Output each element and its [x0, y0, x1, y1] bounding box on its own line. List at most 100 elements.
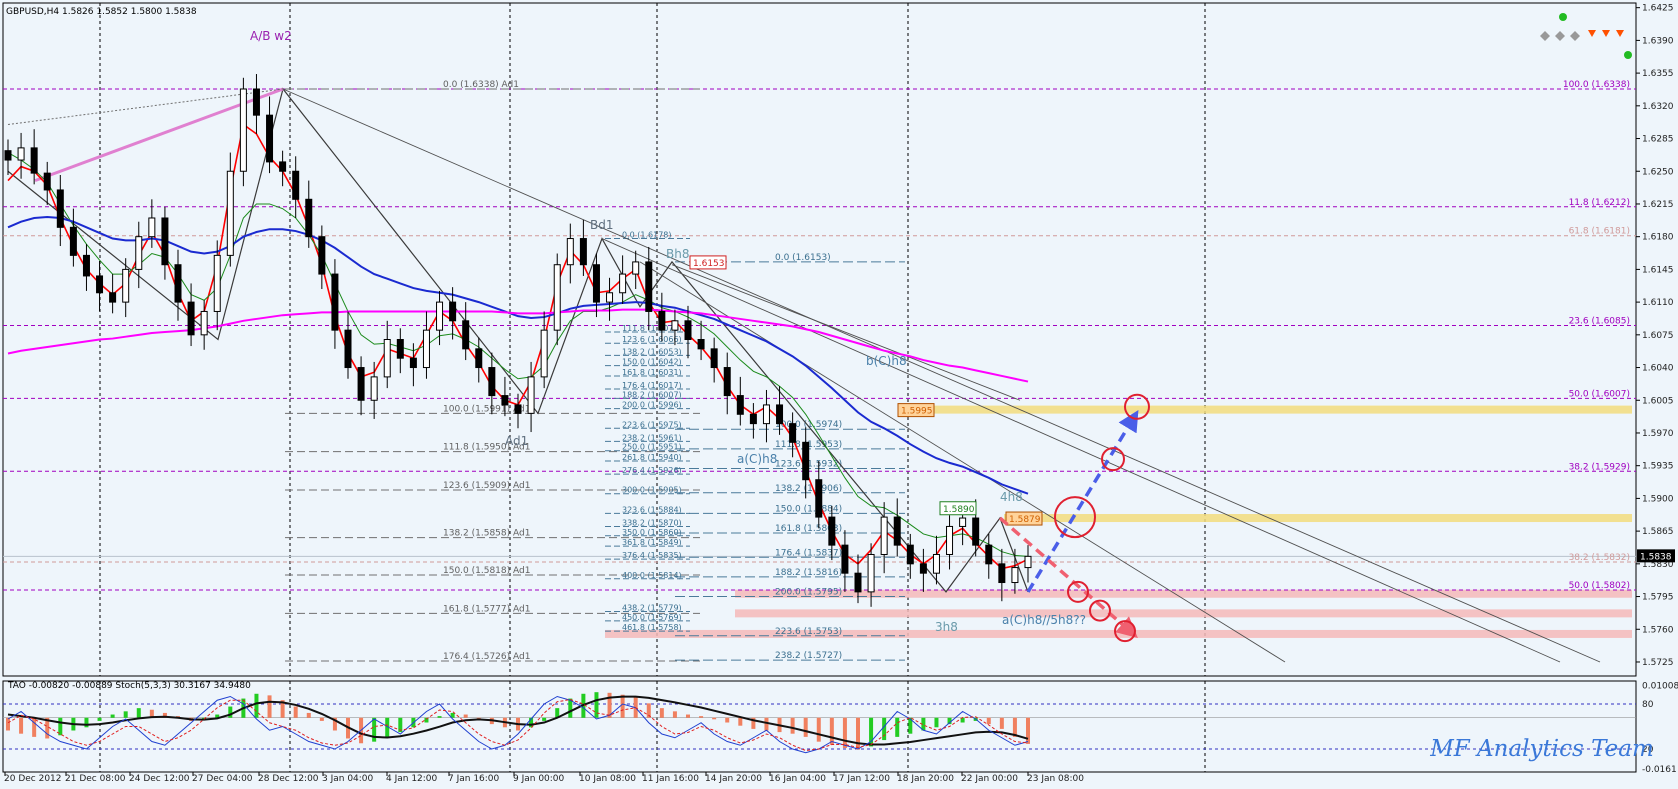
fib-bh8-label: 238.2 (1.5727): [775, 651, 842, 661]
price-tag-label: 1.5995: [901, 407, 933, 417]
osc-histogram-bar: [725, 717, 730, 723]
osc-histogram-bar: [424, 717, 429, 723]
fib-ad1-label: 150.0 (1.5818) Ad1: [443, 566, 530, 576]
price-tick-label: 1.6215: [1642, 200, 1674, 210]
price-tick-label: 1.5970: [1642, 429, 1674, 439]
candle-body: [4, 150, 12, 161]
osc-histogram-bar: [45, 717, 50, 739]
time-tick-label: 9 Jan 00:00: [513, 774, 565, 784]
osc-histogram-bar: [450, 712, 455, 718]
osc-histogram-bar: [267, 695, 272, 718]
fib-mid-label: 461.8 (1.5758): [622, 623, 682, 632]
fib-bh8-label: 188.2 (1.5816): [775, 568, 842, 578]
price-tick-label: 1.5900: [1642, 494, 1674, 504]
time-tick-label: 3 Jan 04:00: [322, 774, 374, 784]
fib-level-label: 50.0 (1.6007): [1569, 389, 1630, 399]
moving-average-2: [7, 216, 1029, 495]
osc-histogram-bar: [529, 717, 534, 728]
candle-body: [56, 189, 64, 228]
highlight-band: [1004, 514, 1632, 523]
osc-histogram-bar: [215, 714, 220, 718]
candle-body: [226, 170, 234, 256]
osc-histogram-bar: [790, 717, 795, 734]
time-tick-label: 14 Jan 20:00: [705, 774, 762, 784]
candle-body: [213, 254, 221, 312]
candle-body: [697, 339, 705, 350]
candle-body: [619, 273, 627, 294]
candle-body: [776, 404, 784, 425]
candle-body: [252, 88, 260, 116]
price-tag-label: 1.5890: [943, 505, 975, 515]
candle-body: [82, 254, 90, 277]
osc-histogram-bar: [699, 716, 704, 718]
fib-mid-label: 261.8 (1.5940): [622, 453, 682, 462]
fib-level-label: 50.0 (1.5802): [1569, 581, 1630, 591]
price-tick-label: 1.6320: [1642, 102, 1674, 112]
candle-body: [396, 339, 404, 359]
time-tick-label: 17 Jan 12:00: [833, 774, 890, 784]
wave-label: 3h8: [935, 620, 958, 634]
osc-histogram-bar: [842, 717, 847, 749]
osc-histogram-bar: [542, 717, 547, 721]
target-circle: [1054, 496, 1096, 539]
candle-body: [122, 268, 130, 303]
candle-body: [802, 441, 810, 481]
highlight-band: [735, 589, 1632, 598]
stoch-d-line: [7, 698, 1029, 752]
price-tick-label: 1.6180: [1642, 233, 1674, 243]
osc-histogram-bar: [280, 700, 285, 718]
osc-histogram-bar: [986, 717, 991, 725]
candle-body: [592, 264, 600, 303]
time-tick-label: 20 Dec 2012: [4, 774, 62, 784]
time-tick-label: 10 Jan 08:00: [579, 774, 636, 784]
candle-body: [161, 217, 169, 266]
osc-histogram-bar: [646, 703, 651, 718]
candle-body: [880, 516, 888, 555]
fib-mid-label: 111.8 (1.6078): [622, 324, 682, 333]
price-tick-label: 1.5830: [1642, 560, 1674, 570]
candle-body: [357, 367, 365, 401]
osc-histogram-bar: [908, 717, 913, 734]
fib-mid-label: 300.0 (1.5905): [622, 486, 682, 495]
fib-mid-label: 223.6 (1.5975): [622, 420, 682, 429]
osc-histogram-bar: [921, 717, 926, 731]
candle-body: [553, 264, 561, 331]
osc-histogram-bar: [149, 709, 154, 718]
candle-body: [135, 236, 143, 270]
current-price-tag: 1.5838: [1640, 552, 1672, 562]
highlight-band: [605, 629, 1632, 638]
fib-ad1-label: 0.0 (1.6338) Ad1: [443, 80, 519, 90]
fib-ad1-label: 111.8 (1.5950) Ad1: [443, 443, 530, 453]
osc-tick-label: 0.01008: [1642, 682, 1678, 692]
fib-mid-label: 138.2 (1.6053): [622, 347, 682, 356]
price-tick-label: 1.6145: [1642, 265, 1674, 275]
candle-body: [30, 147, 38, 174]
candles: [4, 74, 1032, 607]
candle-body: [749, 413, 757, 425]
osc-histogram-bar: [385, 717, 390, 737]
fib-mid-label: 450.0 (1.5769): [622, 613, 682, 622]
fib-mid-label: 376.4 (1.5835): [622, 551, 682, 560]
osc-histogram-bar: [97, 717, 102, 721]
candle-body: [462, 320, 470, 350]
wave-label: Bd1: [590, 218, 613, 232]
candle-body: [174, 264, 182, 303]
candle-body: [919, 563, 927, 574]
fib-level-label: 100.0 (1.6338): [1563, 80, 1630, 90]
wave-label: A/B w2: [250, 29, 292, 43]
candle-body: [893, 516, 901, 546]
osc-histogram-bar: [816, 717, 821, 742]
fib-ad1-label: 161.8 (1.5777) Ad1: [443, 604, 530, 614]
price-tick-label: 1.6250: [1642, 167, 1674, 177]
fib-mid-label: 438.2 (1.5779): [622, 604, 682, 613]
time-tick-label: 21 Dec 08:00: [65, 774, 126, 784]
osc-histogram-bar: [594, 692, 599, 718]
fib-mid-label: 176.4 (1.6017): [622, 381, 682, 390]
candle-body: [527, 376, 535, 414]
price-tick-label: 1.6075: [1642, 331, 1674, 341]
price-tick-label: 1.6355: [1642, 69, 1674, 79]
price-tag-box: [897, 403, 935, 418]
fib-mid-label: 123.6 (1.6066): [622, 335, 682, 344]
fib-level-label: 38.2 (1.5832): [1569, 553, 1630, 563]
candle-body: [723, 367, 731, 397]
